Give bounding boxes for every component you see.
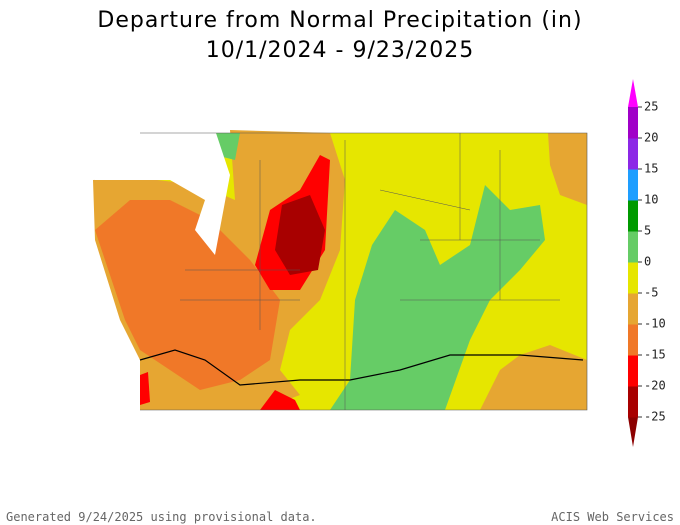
map-subtitle: 10/1/2024 - 9/23/2025	[206, 38, 475, 63]
colorbar-tick-label: -10	[644, 317, 666, 331]
colorbar-tick-label: -15	[644, 348, 666, 362]
colorbar-tick-label: 20	[644, 131, 658, 145]
colorbar-bin	[628, 231, 638, 263]
region-dry-ne	[548, 133, 587, 205]
colorbar-bin	[628, 324, 638, 356]
region-drier	[95, 200, 280, 390]
colorbar-tick-label: -20	[644, 379, 666, 393]
region-outline	[140, 132, 588, 411]
colorbar-extend-low	[628, 417, 638, 447]
colorbar-bin	[628, 355, 638, 387]
region-dry-se	[480, 345, 587, 410]
colorbar-bin	[628, 293, 638, 325]
colorbar-bin	[628, 262, 638, 294]
footer-right: ACIS Web Services	[551, 510, 674, 524]
colorbar-bin	[628, 138, 638, 170]
region-wet	[330, 185, 545, 410]
colorbar-tick-label: 15	[644, 162, 658, 176]
colorbar-tick-label: -25	[644, 410, 666, 424]
colorbar-bin	[628, 386, 638, 418]
colorbar-tick-label: 0	[644, 255, 651, 269]
colorbar-tick-label: 10	[644, 193, 658, 207]
region-driest	[275, 195, 325, 275]
region-very-dry-south	[260, 390, 300, 410]
map-title: Departure from Normal Precipitation (in)	[97, 8, 582, 33]
state-border	[139, 349, 584, 386]
colorbar-bin	[628, 169, 638, 201]
colorbar-tick-label: 25	[644, 100, 658, 114]
colorbar-tick-label: -5	[644, 286, 658, 300]
colorbar-bin	[628, 200, 638, 232]
colorbar-extend-high	[628, 79, 638, 107]
county-lines	[180, 133, 560, 410]
colorbar-bin	[628, 107, 638, 139]
colorbar: 25 20 15 10 5 0 -5 -10 -15 -20 -25	[628, 79, 666, 447]
region-very-dry-coast	[140, 372, 150, 405]
footer-left: Generated 9/24/2025 using provisional da…	[6, 510, 317, 524]
map	[30, 105, 588, 411]
colorbar-tick-label: 5	[644, 224, 651, 238]
water	[30, 105, 230, 255]
